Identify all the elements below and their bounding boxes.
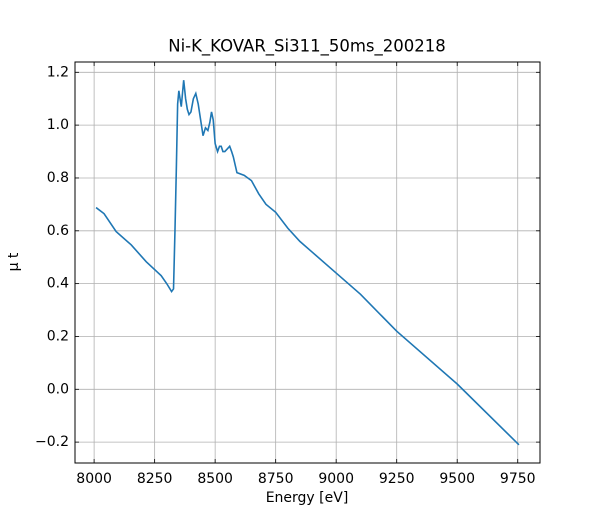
y-tick-label: 0.0 xyxy=(47,381,69,397)
plot-frame xyxy=(74,61,541,464)
y-axis-label: μ t xyxy=(6,252,22,271)
x-tick-label: 9500 xyxy=(439,471,475,487)
y-tick-label: 0.8 xyxy=(47,170,69,186)
y-tick-label: −0.2 xyxy=(35,434,69,450)
x-axis-label: Energy [eV] xyxy=(266,490,349,506)
x-tick-label: 8750 xyxy=(258,471,294,487)
x-tick-label: 8250 xyxy=(137,471,173,487)
x-tick-label: 8500 xyxy=(197,471,233,487)
x-tick-label: 9000 xyxy=(318,471,354,487)
chart-title: Ni-K_KOVAR_Si311_50ms_200218 xyxy=(168,37,446,57)
x-tick-label: 9250 xyxy=(379,471,415,487)
y-tick-label: 0.4 xyxy=(47,276,69,292)
data-line xyxy=(95,80,520,446)
x-tick-label: 8000 xyxy=(76,471,112,487)
y-tick-label: 0.2 xyxy=(47,328,69,344)
y-tick-label: 0.6 xyxy=(47,223,69,239)
y-tick-label: 1.0 xyxy=(47,117,69,133)
x-tick-label: 9750 xyxy=(500,471,536,487)
y-tick-label: 1.2 xyxy=(47,64,69,80)
